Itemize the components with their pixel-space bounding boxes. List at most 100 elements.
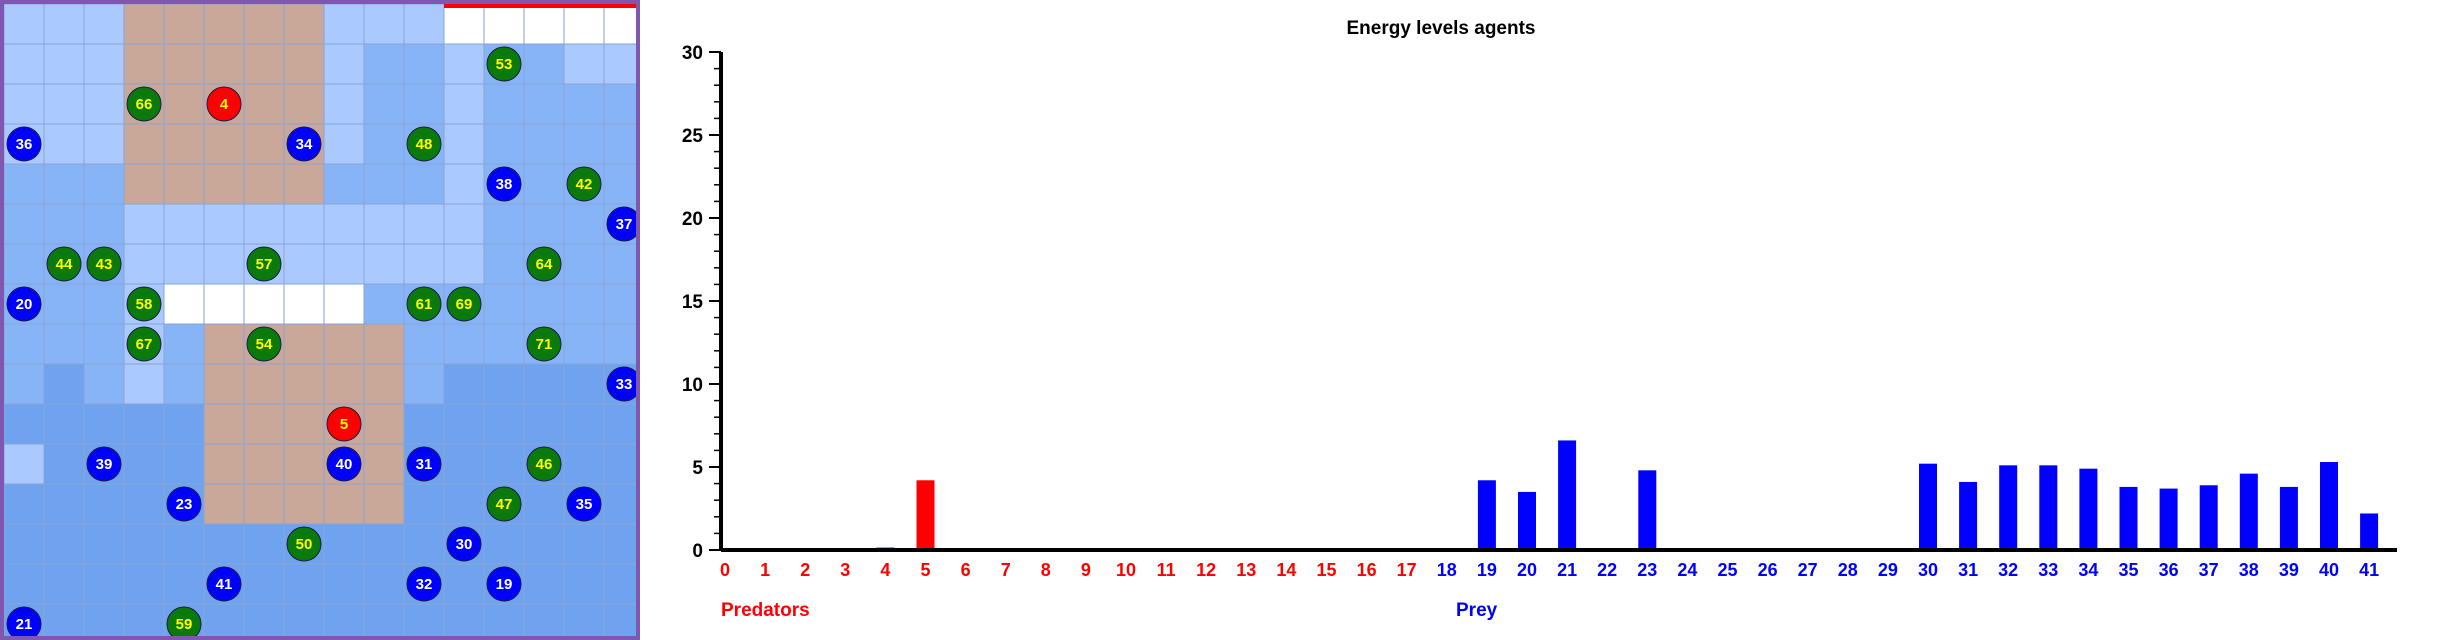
prey-agent: 37 <box>606 206 636 242</box>
grid-cell <box>363 243 405 285</box>
agent-circle <box>606 366 636 402</box>
x-tick-label: 40 <box>2319 560 2339 580</box>
grid-cell <box>603 443 636 485</box>
agent-id-label: 19 <box>496 576 513 593</box>
x-tick-label: 11 <box>1157 560 1176 580</box>
grid-cell <box>123 163 165 205</box>
grid-cell <box>203 443 245 485</box>
grid-cell <box>443 243 485 285</box>
agent-id-label: 43 <box>96 256 113 273</box>
grid-cell <box>4 363 45 405</box>
grid-cell <box>523 43 565 85</box>
grid-cell <box>163 403 205 445</box>
agent-circle <box>486 46 522 82</box>
x-tick-label: 18 <box>1437 560 1457 580</box>
grid-cell <box>523 123 565 165</box>
agent-id-label: 42 <box>576 176 593 193</box>
grid-cell <box>243 443 285 485</box>
grid-cell <box>163 43 205 85</box>
grid-cell <box>243 203 285 245</box>
grid-cell <box>203 4 245 45</box>
agent-circle <box>526 326 562 362</box>
agent-id-label: 71 <box>536 336 553 353</box>
energy-bar <box>2159 488 2178 550</box>
x-tick-label: 38 <box>2239 560 2259 580</box>
grid-cell <box>563 283 605 325</box>
grid-cell <box>243 83 285 125</box>
grid-cell <box>363 323 405 365</box>
x-tick-label: 0 <box>720 560 730 580</box>
food-agent: 46 <box>526 446 562 482</box>
grid-cell <box>43 283 85 325</box>
agent-id-label: 30 <box>456 536 473 553</box>
y-tick-label: 25 <box>682 126 704 147</box>
x-tick-label: 26 <box>1758 560 1778 580</box>
food-agent: 69 <box>446 286 482 322</box>
agent-circle <box>406 566 442 602</box>
grid-cell <box>603 163 636 205</box>
energy-bar <box>1638 470 1657 550</box>
legend-prey: Prey <box>1456 600 1498 621</box>
grid-cell <box>443 563 485 605</box>
grid-cell <box>83 283 125 325</box>
agent-id-label: 61 <box>416 296 433 313</box>
grid-cell <box>403 363 445 405</box>
grid-cell <box>123 443 165 485</box>
energy-bar <box>1558 440 1577 550</box>
agent-circle <box>486 566 522 602</box>
food-agent: 47 <box>486 486 522 522</box>
agent-id-label: 66 <box>136 96 153 113</box>
grid-cell <box>83 163 125 205</box>
agent-circle <box>326 446 362 482</box>
grid-cell <box>123 363 165 405</box>
grid-cell <box>483 123 525 165</box>
grid-cell <box>403 323 445 365</box>
agent-circle <box>446 286 482 322</box>
grid-cell <box>523 163 565 205</box>
agent-circle <box>166 606 202 636</box>
grid-cell <box>443 43 485 85</box>
x-tick-label: 14 <box>1276 560 1296 580</box>
grid-cell <box>443 83 485 125</box>
x-tick-label: 9 <box>1081 560 1091 580</box>
top-border-highlight <box>444 4 636 8</box>
grid-cell <box>83 83 125 125</box>
grid-cell <box>283 403 325 445</box>
agent-id-label: 41 <box>216 576 233 593</box>
agent-circle <box>6 286 42 322</box>
grid-cell <box>363 123 405 165</box>
agent-id-label: 20 <box>16 296 33 313</box>
agent-id-label: 67 <box>136 336 153 353</box>
x-tick-label: 36 <box>2159 560 2179 580</box>
y-tick-label: 5 <box>692 458 703 479</box>
grid-cell <box>283 443 325 485</box>
agent-circle <box>246 326 282 362</box>
x-tick-label: 6 <box>961 560 971 580</box>
grid-cell <box>363 523 405 565</box>
food-agent: 48 <box>406 126 442 162</box>
grid-cell <box>363 283 405 325</box>
grid-cell <box>83 403 125 445</box>
agent-id-label: 50 <box>296 536 313 553</box>
agent-circle <box>286 126 322 162</box>
prey-agent: 40 <box>326 446 362 482</box>
x-tick-label: 31 <box>1958 560 1978 580</box>
grid-cell <box>323 43 365 85</box>
grid-cell <box>203 123 245 165</box>
grid-cell <box>43 123 85 165</box>
grid-cell <box>123 483 165 525</box>
agent-id-label: 4 <box>220 96 229 113</box>
grid-cell <box>123 43 165 85</box>
grid-cell <box>403 163 445 205</box>
grid-cell <box>83 563 125 605</box>
grid-cell <box>243 4 285 45</box>
x-tick-label: 20 <box>1517 560 1537 580</box>
prey-agent: 30 <box>446 526 482 562</box>
grid-cell <box>123 243 165 285</box>
grid-cell <box>283 563 325 605</box>
x-tick-label: 12 <box>1196 560 1216 580</box>
agent-circle <box>286 526 322 562</box>
food-agent: 50 <box>286 526 322 562</box>
food-agent: 44 <box>46 246 82 282</box>
grid-cell <box>443 323 485 365</box>
